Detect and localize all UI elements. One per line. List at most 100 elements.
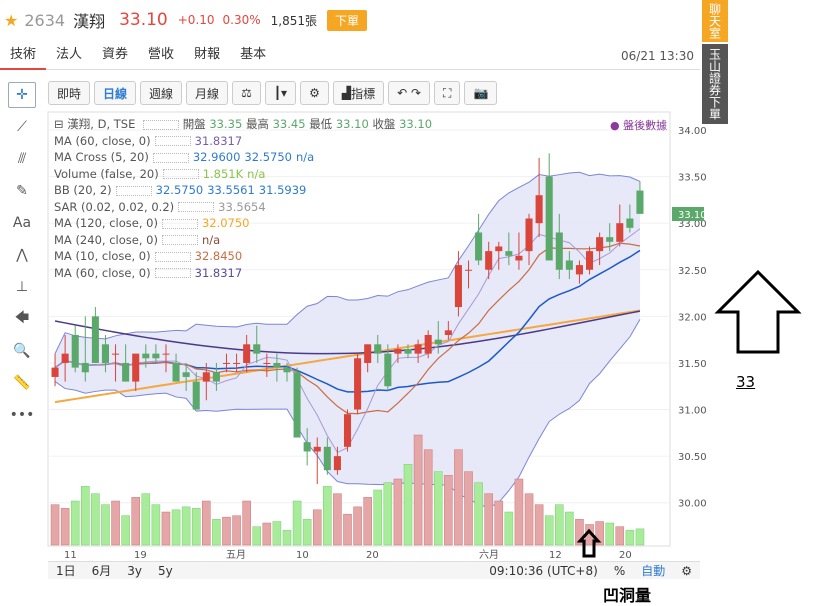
y-tick-label: 31.00	[678, 406, 707, 417]
period-1d[interactable]: 1日	[56, 564, 76, 578]
measure-icon[interactable]: ⊥	[15, 279, 29, 295]
tab-technical[interactable]: 技術	[0, 42, 47, 70]
chat-room-tab[interactable]: 聊天室	[702, 0, 728, 42]
volume-bar	[262, 522, 272, 546]
legend-row-label: MA (240, close, 0)	[54, 232, 158, 247]
tab-institutional[interactable]: 法人	[56, 46, 83, 62]
stock-header: ★ 2634 漢翔 33.10 +0.10 0.30% 1,851張 下單	[0, 0, 700, 40]
candle-body	[91, 316, 99, 363]
candle-body	[313, 446, 321, 452]
order-button[interactable]: 下單	[327, 9, 368, 31]
tab-financials[interactable]: 財報	[194, 46, 221, 62]
legend-row-buttons[interactable]	[152, 152, 189, 163]
ruler-icon[interactable]: 📏	[13, 375, 31, 391]
candle-body	[202, 372, 210, 382]
volume-bar	[413, 434, 423, 546]
legend-row-buttons[interactable]	[162, 169, 199, 179]
arrow-left-icon[interactable]: 🡄	[14, 310, 30, 326]
zoom-icon[interactable]: 🔍	[13, 343, 31, 359]
intraday-button[interactable]: 即時	[48, 81, 91, 105]
chart-type-icon[interactable]: ┃▾	[264, 81, 297, 105]
axis-settings-gear-icon[interactable]: ⚙	[681, 563, 692, 578]
favorite-star-icon[interactable]: ★	[4, 10, 19, 30]
legend-row-value: 32.5750	[244, 150, 292, 164]
more-icon[interactable]: •••	[9, 407, 35, 423]
compare-scale-icon[interactable]: ⚖	[232, 81, 261, 105]
volume-bar	[333, 493, 342, 546]
tab-revenue[interactable]: 營收	[148, 46, 175, 62]
legend-row-value: 31.5939	[258, 183, 307, 197]
pitchfork-icon[interactable]: ⫻	[17, 151, 27, 167]
stock-name: 漢翔	[73, 12, 106, 31]
chart-legend: ⊟ 漢翔, D, TSE 開盤 33.35 最高 33.45 最低 33.10 …	[54, 116, 432, 281]
monthly-button[interactable]: 月線	[186, 81, 229, 105]
candle-body	[394, 348, 402, 354]
volume-bar	[161, 511, 171, 546]
y-tick-label: 34.00	[678, 126, 707, 137]
x-tick-label: 12	[549, 550, 562, 561]
x-tick-label: 五月	[226, 549, 246, 561]
candle-body	[575, 265, 583, 275]
fullscreen-icon[interactable]: ⛶	[434, 81, 461, 105]
open-value: 33.35	[209, 117, 243, 131]
trendline-icon[interactable]: ⟋	[17, 119, 27, 135]
legend-row-buttons[interactable]	[154, 136, 191, 146]
period-6m[interactable]: 6月	[91, 564, 112, 578]
candle-body	[81, 362, 89, 373]
legend-buttons[interactable]	[143, 119, 180, 130]
legend-row: MA Cross (5, 20) 32.9600 32.5750 n/a	[54, 149, 432, 166]
legend-row-value: n/a	[201, 232, 221, 247]
volume-bar	[474, 482, 483, 546]
weekly-button[interactable]: 週線	[140, 81, 183, 105]
indicators-button[interactable]: ▟ 指標	[332, 81, 385, 105]
legend-row-buttons[interactable]	[161, 235, 198, 245]
crosshair-icon[interactable]: ✛	[8, 82, 36, 108]
volume-bar	[373, 489, 383, 546]
volume-bar	[302, 519, 312, 546]
tab-margin[interactable]: 資券	[102, 46, 129, 62]
candle-body	[414, 344, 422, 354]
ma120-line	[54, 309, 641, 404]
legend-row-value: 31.8317	[194, 133, 243, 148]
candle-body	[112, 353, 120, 355]
legend-row-buttons[interactable]	[161, 218, 198, 229]
pattern-icon[interactable]: ⋀	[16, 247, 28, 263]
candle-body	[222, 362, 231, 364]
volume-bar	[464, 471, 473, 546]
settings-gear-icon[interactable]: ⚙	[300, 81, 329, 105]
x-tick-label: 11	[64, 550, 77, 561]
volume-bar	[383, 482, 393, 546]
volume-bar	[222, 516, 231, 546]
clock: 09:10:36 (UTC+8)	[489, 563, 598, 578]
last-price-label: 33.10	[678, 210, 707, 221]
candle-body	[132, 353, 140, 382]
legend-collapse-icon[interactable]: ⊟	[54, 117, 64, 131]
volume-bar	[575, 519, 584, 546]
broker-order-tab[interactable]: 玉山證券下單	[702, 44, 728, 124]
auto-toggle[interactable]: 自動	[641, 564, 666, 578]
period-3y[interactable]: 3y	[127, 563, 143, 578]
daily-button[interactable]: 日線	[94, 81, 137, 105]
legend-row-buttons[interactable]	[154, 268, 191, 278]
camera-icon[interactable]: 📷	[464, 81, 498, 105]
undo-redo-icon[interactable]: ↶ ↷	[388, 81, 431, 105]
volume-bar	[50, 504, 60, 546]
high-label: 最高	[245, 117, 269, 131]
volume-bar	[554, 504, 564, 546]
percent-toggle[interactable]: %	[613, 563, 626, 578]
brush-icon[interactable]: ✎	[16, 183, 28, 199]
last-price-badge	[672, 207, 704, 221]
legend-row-label: MA (60, close, 0)	[54, 265, 151, 280]
volume-bar	[272, 521, 282, 546]
period-5y[interactable]: 5y	[158, 563, 173, 578]
low-value: 33.10	[335, 117, 369, 131]
legend-row-buttons[interactable]	[154, 251, 191, 262]
legend-row-buttons[interactable]	[178, 202, 215, 212]
candle-body	[142, 353, 150, 359]
volume-bar	[81, 486, 90, 546]
after-hours-data[interactable]: ● 盤後數據	[610, 119, 668, 132]
text-tool-icon[interactable]: Aa	[12, 215, 32, 231]
legend-row-buttons[interactable]	[115, 185, 152, 196]
volume-arrow-annotation	[576, 528, 602, 558]
tab-basic[interactable]: 基本	[240, 46, 267, 62]
